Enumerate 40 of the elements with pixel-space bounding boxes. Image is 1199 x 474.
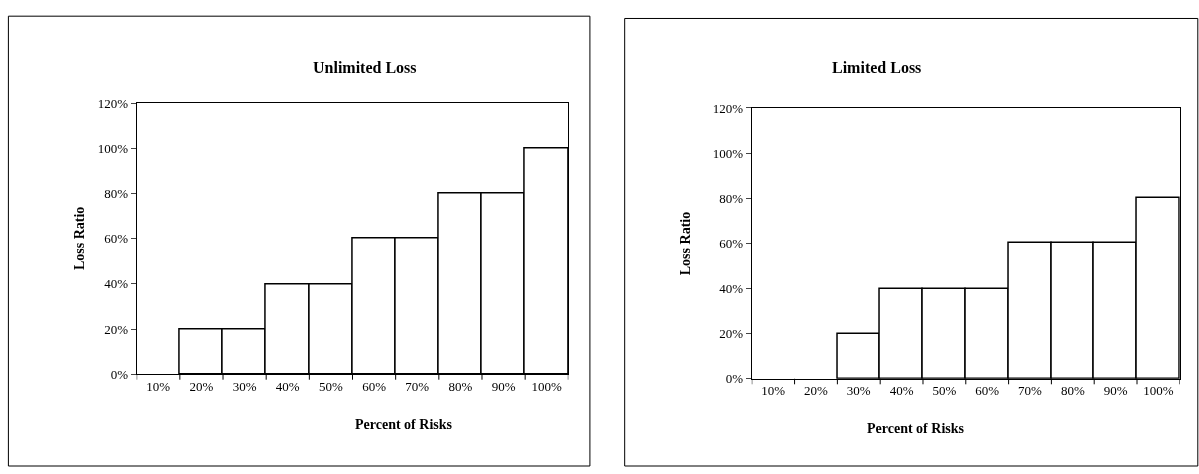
x-tick-label: 30% — [232, 378, 257, 394]
y-tick-label: 0% — [110, 366, 129, 382]
x-tick-label: 80% — [1060, 383, 1085, 399]
y-tick-label: 120% — [712, 100, 744, 116]
x-tick-label: 40% — [889, 383, 914, 399]
y-tick-label: 60% — [719, 235, 744, 251]
x-tick-label: 60% — [975, 383, 1000, 399]
x-tick-label: 50% — [932, 383, 957, 399]
x-tick-label: 20% — [189, 378, 214, 394]
y-tick-label: 80% — [719, 190, 744, 206]
y-tick-label: 60% — [104, 231, 129, 247]
x-axis-title: Percent of Risks — [355, 417, 453, 432]
y-axis-title: Loss Ratio — [72, 206, 88, 271]
y-tick-label: 100% — [712, 145, 744, 161]
y-tick-label: 0% — [725, 371, 744, 387]
x-tick-label: 10% — [146, 378, 171, 394]
x-tick-label: 100% — [1143, 383, 1174, 399]
x-tick-label: 40% — [275, 378, 300, 394]
x-tick-label: 20% — [804, 383, 829, 399]
x-tick-label: 90% — [491, 378, 516, 394]
x-tick-label: 80% — [448, 378, 473, 394]
chart-title: Unlimited Loss — [313, 59, 417, 76]
y-tick-label: 80% — [104, 186, 129, 202]
chart-title: Limited Loss — [832, 59, 922, 76]
y-tick-label: 40% — [719, 281, 744, 297]
x-axis-title: Percent of Risks — [867, 421, 965, 436]
y-tick-label: 20% — [104, 321, 129, 337]
y-tick-label: 100% — [97, 141, 129, 157]
y-axis-title: Loss Ratio — [678, 211, 694, 276]
y-tick-label: 120% — [97, 95, 129, 111]
x-tick-label: 70% — [1018, 383, 1043, 399]
y-tick-label: 40% — [104, 276, 129, 292]
x-tick-label: 30% — [846, 383, 871, 399]
x-tick-label: 60% — [362, 378, 387, 394]
x-tick-label: 10% — [761, 383, 786, 399]
x-tick-label: 70% — [405, 378, 430, 394]
x-tick-label: 50% — [319, 378, 343, 394]
x-tick-label: 100% — [531, 378, 563, 394]
x-tick-label: 90% — [1103, 383, 1128, 399]
y-tick-label: 20% — [719, 326, 744, 342]
